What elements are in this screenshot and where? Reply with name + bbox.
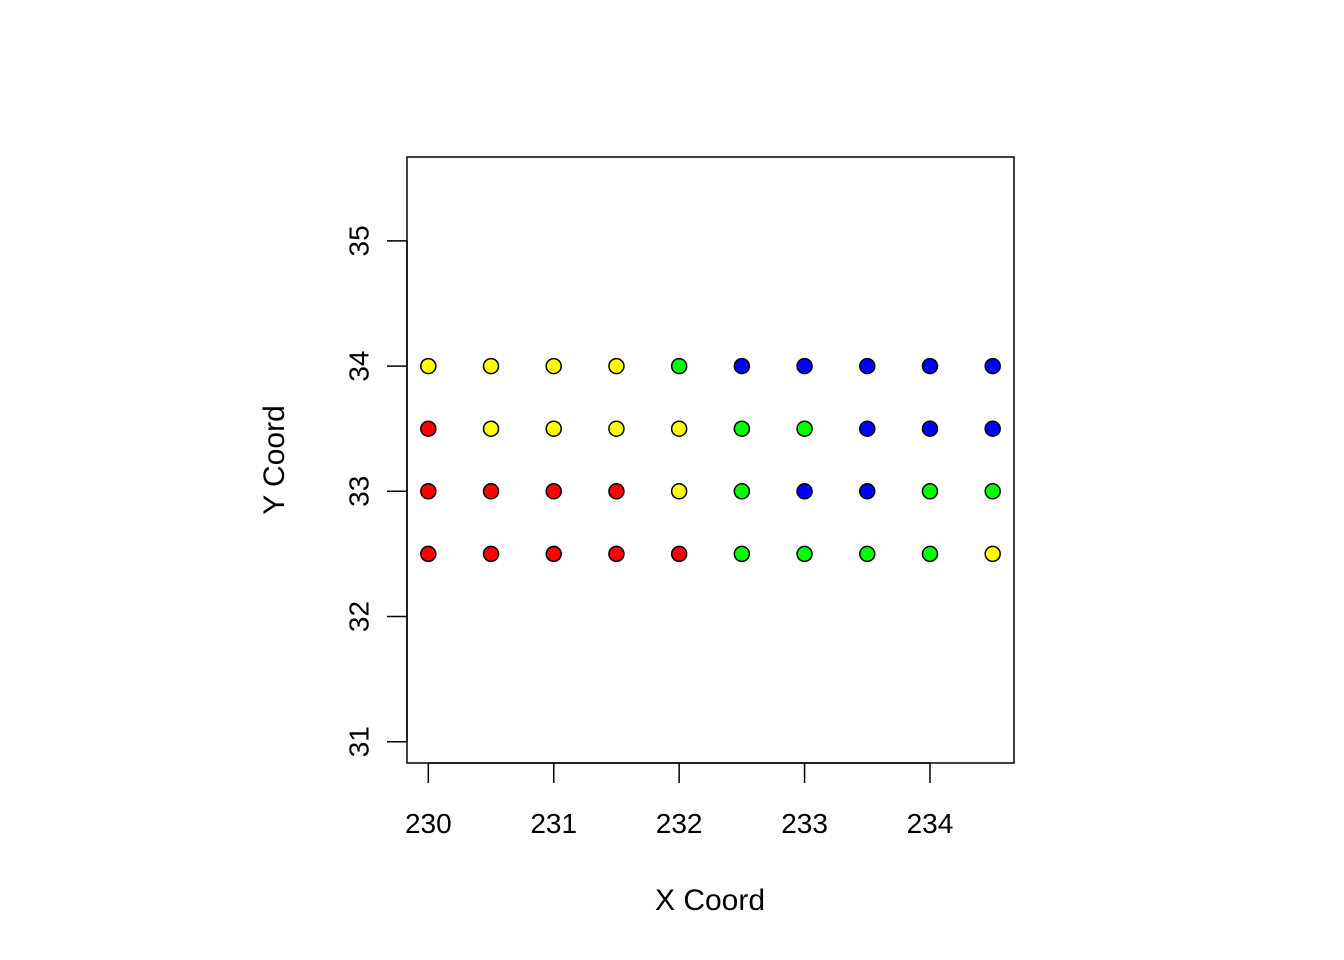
data-point-blue	[984, 357, 1001, 375]
data-point-red	[482, 545, 500, 563]
data-point-yellow	[482, 420, 500, 437]
x-tick-label: 231	[530, 808, 577, 839]
data-point-green	[921, 545, 939, 563]
data-point-yellow	[670, 420, 688, 437]
y-axis: 31 32 33 34 35	[344, 225, 408, 757]
data-point-red	[545, 483, 562, 500]
y-axis-label: Y Coord	[258, 405, 291, 515]
data-point-blue	[859, 420, 876, 437]
data-points	[420, 357, 1001, 563]
data-point-blue	[796, 357, 813, 375]
data-point-red	[482, 483, 500, 500]
data-point-blue	[921, 420, 939, 437]
x-tick-label: 234	[907, 808, 954, 839]
data-point-red	[670, 545, 688, 563]
data-point-green	[733, 545, 751, 563]
data-point-green	[733, 483, 751, 500]
data-point-blue	[733, 357, 751, 375]
data-point-yellow	[545, 357, 562, 375]
data-point-red	[608, 483, 625, 500]
data-point-yellow	[545, 420, 562, 437]
data-point-blue	[796, 483, 813, 500]
x-tick-label: 233	[781, 808, 828, 839]
data-point-green	[796, 545, 813, 563]
data-point-red	[420, 420, 437, 437]
x-tick-label: 232	[656, 808, 703, 839]
data-point-green	[984, 483, 1001, 500]
plot-frame	[406, 156, 1015, 764]
data-point-green	[796, 420, 813, 437]
data-point-blue	[984, 420, 1001, 437]
x-axis: 230 231 232 233 234	[405, 762, 954, 839]
data-point-red	[420, 545, 437, 563]
y-tick-label: 31	[344, 726, 375, 757]
data-point-green	[733, 420, 751, 437]
data-point-yellow	[482, 357, 500, 375]
y-tick-label: 33	[344, 476, 375, 507]
data-point-red	[608, 545, 625, 563]
data-point-red	[420, 483, 437, 500]
y-tick-label: 35	[344, 225, 375, 256]
data-point-yellow	[984, 545, 1001, 563]
data-point-blue	[921, 357, 939, 375]
data-point-yellow	[608, 420, 625, 437]
data-point-blue	[859, 483, 876, 500]
data-point-green	[921, 483, 939, 500]
data-point-green	[859, 545, 876, 563]
data-point-yellow	[608, 357, 625, 375]
x-axis-label: X Coord	[655, 884, 765, 917]
data-point-green	[670, 357, 688, 375]
data-point-yellow	[420, 357, 437, 375]
y-tick-label: 32	[344, 601, 375, 632]
y-tick-label: 34	[344, 351, 375, 382]
data-point-yellow	[670, 483, 688, 500]
x-tick-label: 230	[405, 808, 452, 839]
data-point-red	[545, 545, 562, 563]
data-point-blue	[859, 357, 876, 375]
